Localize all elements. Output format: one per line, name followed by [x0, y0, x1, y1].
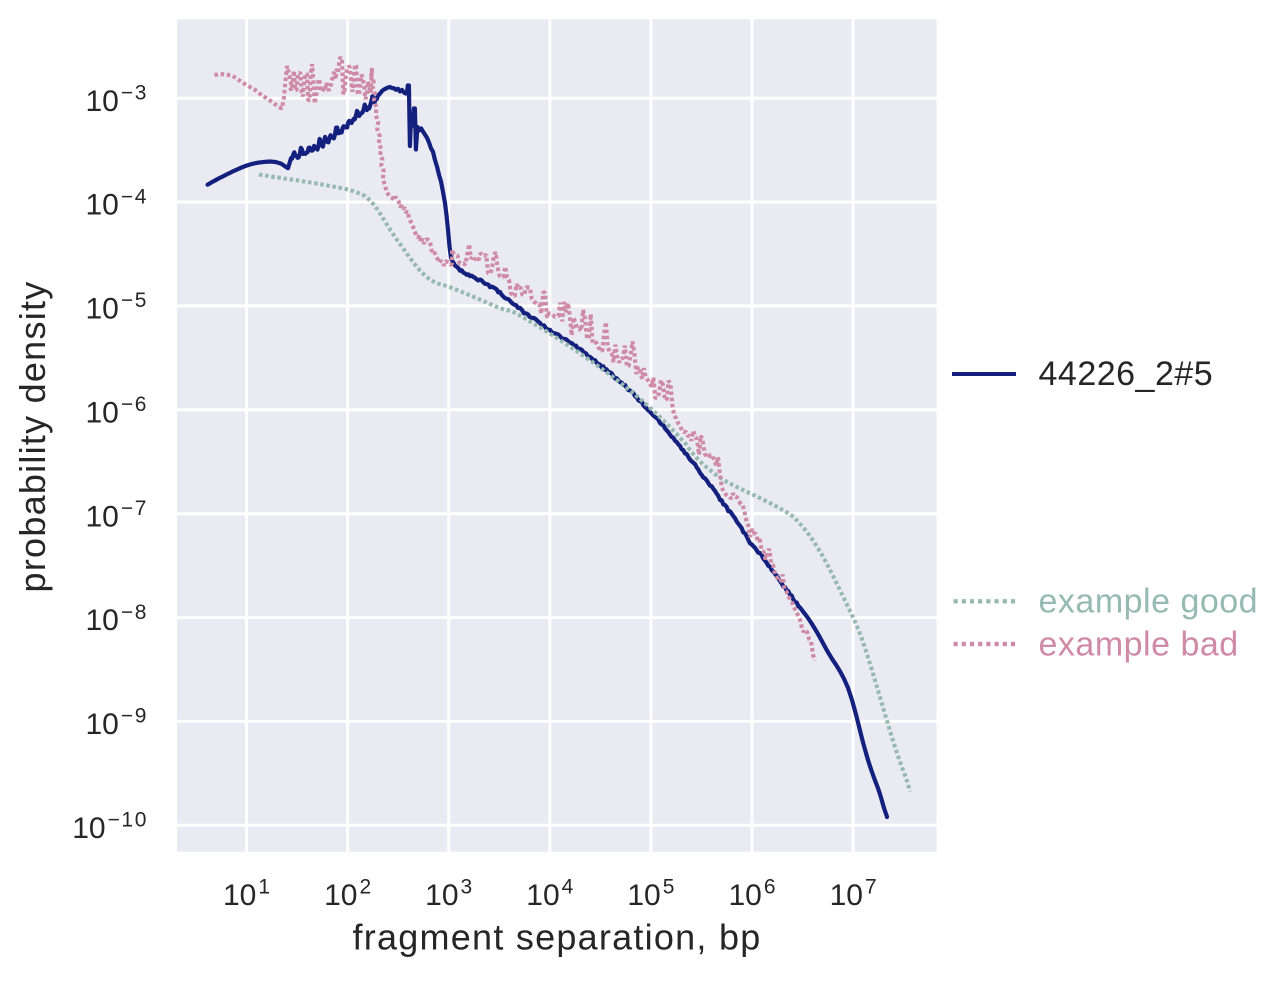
svg-text:10−8: 10−8	[85, 601, 148, 637]
svg-text:104: 104	[526, 876, 573, 912]
svg-text:10−10: 10−10	[72, 809, 148, 845]
svg-text:10−6: 10−6	[85, 393, 148, 429]
svg-text:example bad: example bad	[1039, 626, 1239, 664]
svg-text:44226_2#5: 44226_2#5	[1039, 355, 1214, 393]
svg-text:10−5: 10−5	[85, 289, 148, 325]
svg-text:fragment separation, bp: fragment separation, bp	[353, 917, 762, 958]
svg-text:10−7: 10−7	[85, 497, 148, 533]
svg-text:example good: example good	[1039, 582, 1259, 620]
svg-text:106: 106	[728, 876, 775, 912]
svg-text:10−3: 10−3	[85, 82, 148, 118]
svg-text:107: 107	[830, 876, 877, 912]
svg-text:10−9: 10−9	[85, 705, 148, 741]
svg-text:105: 105	[627, 876, 674, 912]
svg-text:10−4: 10−4	[85, 185, 148, 221]
svg-text:probability density: probability density	[12, 281, 53, 593]
svg-text:102: 102	[324, 876, 371, 912]
svg-text:103: 103	[425, 876, 472, 912]
svg-text:101: 101	[223, 876, 270, 912]
